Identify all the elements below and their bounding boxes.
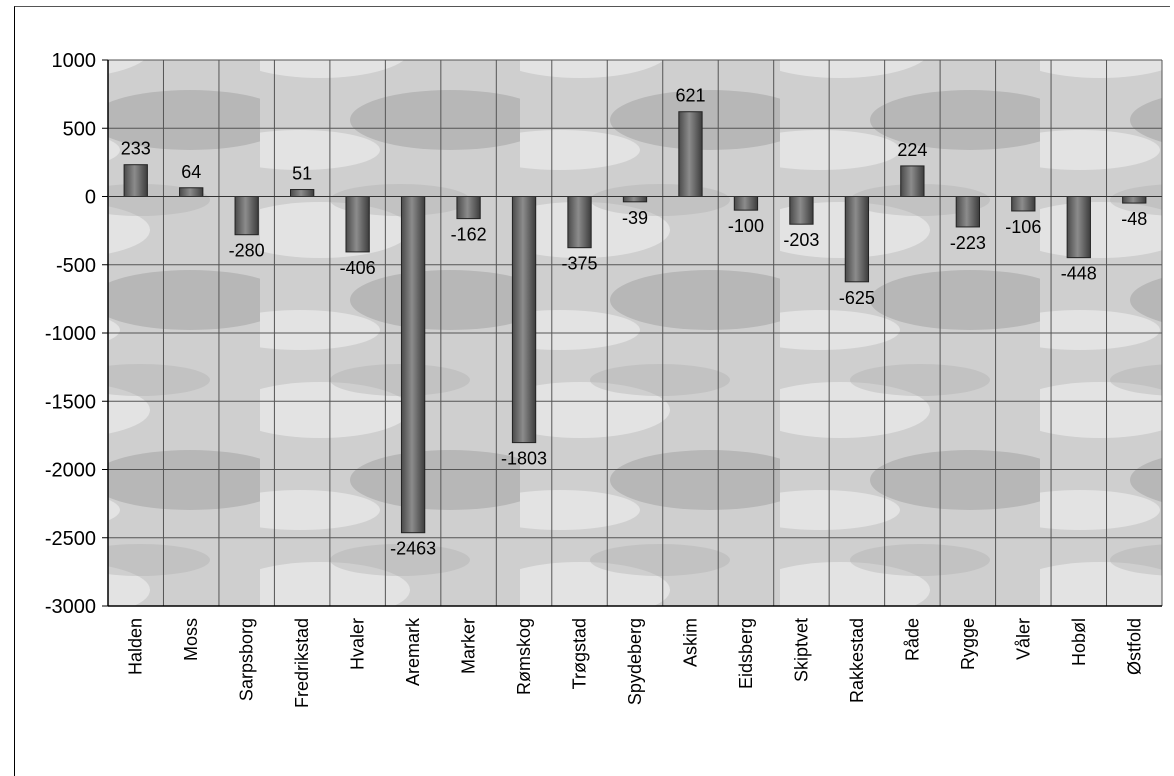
data-label: -1803 — [501, 449, 547, 469]
bar — [1066, 196, 1091, 259]
category-label: Rygge — [958, 618, 978, 670]
data-label: -223 — [950, 233, 986, 253]
category-label: Sarpsborg — [237, 618, 257, 701]
axes: 1000 500 0 -500 -1000 -1500 -2000 -2500 -3000 Hal… — [45, 50, 1162, 708]
data-label: -2463 — [390, 539, 436, 559]
category-label: Hobøl — [1069, 618, 1089, 666]
data-label: -280 — [229, 241, 265, 261]
bar — [179, 187, 204, 198]
bar — [234, 196, 259, 236]
y-tick-label: -1000 — [45, 323, 96, 345]
bar — [123, 164, 148, 197]
y-tick-label: 1000 — [52, 50, 97, 72]
category-label: Eidsberg — [736, 618, 756, 689]
bar — [955, 196, 980, 228]
category-label: Trøgstad — [570, 618, 590, 689]
bar — [456, 196, 481, 220]
data-label: 64 — [181, 162, 201, 182]
bar — [789, 196, 814, 225]
chart-frame — [14, 6, 1170, 776]
category-label: Rakkestad — [847, 618, 867, 703]
bar — [622, 196, 648, 203]
category-label: Våler — [1013, 618, 1033, 660]
category-label: Marker — [459, 618, 479, 674]
data-label: -100 — [728, 216, 764, 236]
y-tick-label: 500 — [63, 118, 96, 140]
y-tick-label: -500 — [56, 255, 96, 277]
data-label: -203 — [783, 230, 819, 250]
data-label: -375 — [562, 254, 598, 274]
category-label: Askim — [680, 618, 700, 667]
data-label: 51 — [292, 164, 312, 184]
y-tick-label: 0 — [85, 187, 96, 209]
data-label: 621 — [675, 86, 705, 106]
category-label: Råde — [902, 618, 922, 661]
bar — [678, 111, 703, 197]
category-label: Fredrikstad — [292, 618, 312, 708]
data-label: -406 — [340, 258, 376, 278]
category-label: Halden — [126, 618, 146, 675]
y-tick-label: -2500 — [45, 528, 96, 550]
bar — [900, 165, 925, 197]
data-label: 224 — [897, 140, 927, 160]
category-label: Moss — [181, 618, 201, 661]
category-label: Spydeberg — [625, 618, 645, 705]
y-tick-label: -2000 — [45, 460, 96, 482]
data-label: -162 — [451, 225, 487, 245]
category-label: Aremark — [403, 617, 423, 686]
data-label: 233 — [121, 139, 151, 159]
bar — [345, 196, 370, 253]
data-label: -48 — [1121, 209, 1147, 229]
y-tick-label: -1500 — [45, 391, 96, 413]
category-label: Hvaler — [348, 618, 368, 670]
bar — [567, 196, 592, 249]
bar — [1122, 196, 1147, 204]
bar — [400, 196, 426, 534]
data-label: -39 — [622, 208, 648, 228]
y-tick-label: -3000 — [45, 596, 96, 618]
bar — [844, 196, 870, 283]
data-labels: 233 64 -280 51 -406 -2463 -162 -1803 -375 -39 621 -… — [121, 86, 1148, 559]
data-label: -106 — [1005, 217, 1041, 237]
data-label: -625 — [839, 288, 875, 308]
bar — [511, 196, 537, 444]
bar — [290, 189, 315, 197]
category-label: Skiptvet — [791, 618, 811, 682]
data-label: -448 — [1061, 264, 1097, 284]
bars — [123, 111, 1147, 534]
bar — [1011, 196, 1036, 212]
category-label: Østfold — [1124, 618, 1144, 675]
bar — [733, 196, 759, 211]
category-label: Rømskog — [514, 618, 534, 695]
